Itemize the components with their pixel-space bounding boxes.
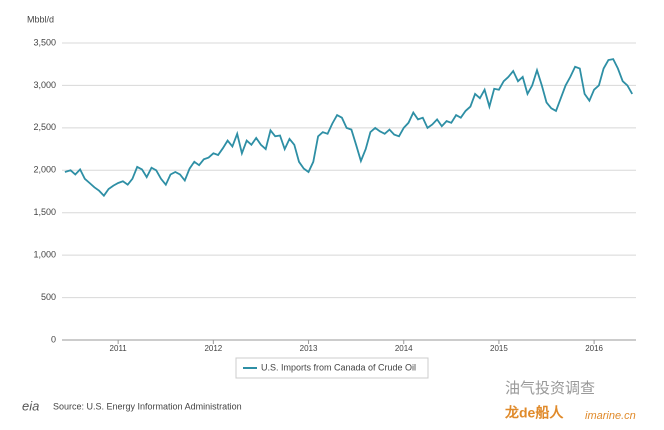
x-tick-label: 2013 <box>300 344 318 353</box>
x-tick-label: 2015 <box>490 344 508 353</box>
y-tick-label: 3,000 <box>33 80 56 90</box>
y-tick-label: 2,000 <box>33 165 56 175</box>
watermark: imarine.cn <box>585 410 636 422</box>
x-tick-label: 2011 <box>110 344 128 353</box>
y-tick-label: 3,500 <box>33 37 56 47</box>
x-tick-label: 2016 <box>585 344 603 353</box>
line <box>64 58 633 198</box>
watermark: 龙de船人 <box>504 405 564 421</box>
source: Source: U.S. Energy Information Administ… <box>53 401 242 411</box>
y-tick-label: 2,500 <box>33 122 56 132</box>
x-tick-label: 2014 <box>395 344 413 353</box>
y-tick-label: 500 <box>41 292 56 302</box>
y-tick-label: 0 <box>51 334 56 344</box>
legend-box <box>235 357 429 379</box>
y-tick-label: 1,500 <box>33 207 56 217</box>
legend-label: U.S. Imports from Canada of Crude Oil <box>261 362 416 372</box>
logo: eia <box>22 398 39 413</box>
watermark: 油气投资调查 <box>505 380 595 397</box>
x-tick-label: 2012 <box>204 344 222 353</box>
y-tick-label: 1,000 <box>33 250 56 260</box>
y-axis-label: Mbbl/d <box>27 14 54 24</box>
